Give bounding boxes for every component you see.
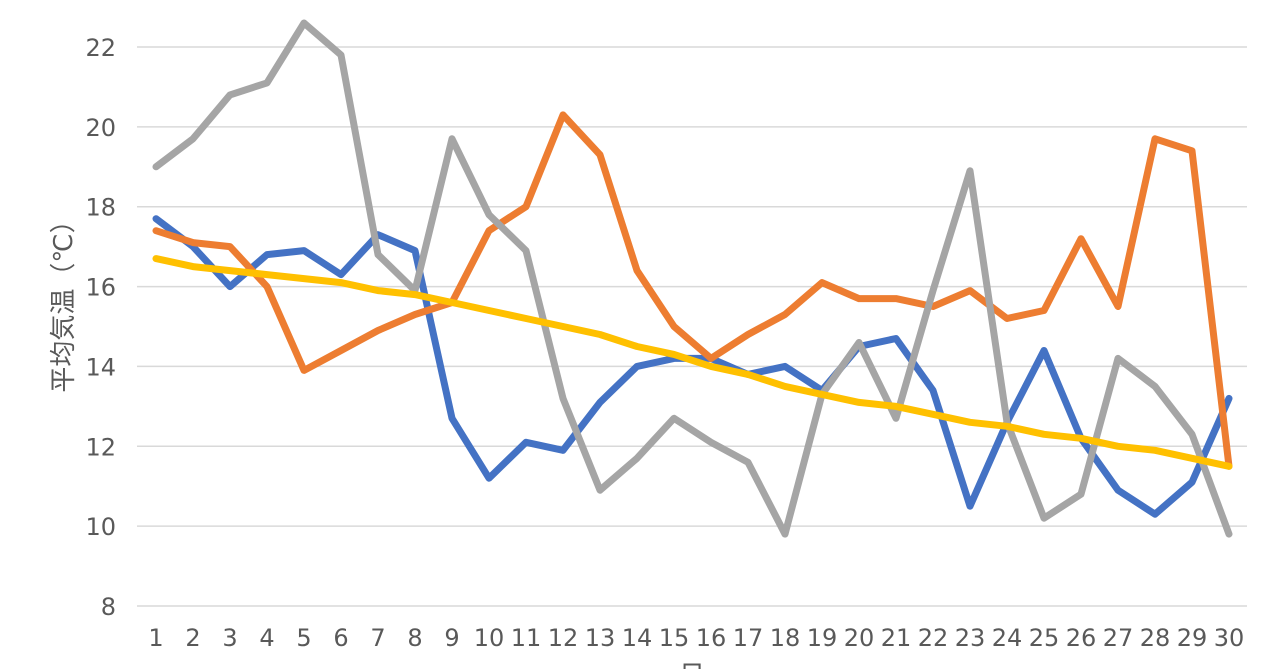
series-line-4 [152,255,1233,470]
x-tick-label: 13 [585,624,616,652]
x-tick-label: 7 [370,624,385,652]
x-tick-label: 28 [1140,624,1171,652]
x-tick-label: 17 [733,624,764,652]
series-line-2 [152,111,1233,470]
x-tick-label: 20 [844,624,875,652]
x-tick-label: 4 [259,624,274,652]
x-tick-label: 22 [918,624,949,652]
y-tick-label: 12 [85,433,116,461]
series-lines [152,19,1233,538]
x-tick-label: 16 [696,624,727,652]
grid-lines [137,46,1247,607]
x-tick-label: 9 [444,624,459,652]
y-tick-label: 18 [85,194,116,222]
y-tick-label: 20 [85,114,116,142]
x-tick-label: 2 [185,624,200,652]
x-tick-label: 29 [1177,624,1208,652]
x-tick-label: 3 [222,624,237,652]
x-tick-label: 26 [1066,624,1097,652]
x-tick-label: 25 [1029,624,1060,652]
y-tick-labels: 8 10 12 14 16 18 20 22 [85,34,116,621]
x-tick-label: 15 [659,624,690,652]
x-tick-label: 10 [474,624,505,652]
x-tick-label: 11 [511,624,542,652]
x-tick-label: 19 [807,624,838,652]
x-tick-label: 1 [148,624,163,652]
x-tick-label: 6 [333,624,348,652]
x-tick-label: 21 [881,624,912,652]
y-tick-label: 14 [85,353,116,381]
x-tick-label: 27 [1103,624,1134,652]
series-line-3 [152,19,1233,538]
y-tick-label: 10 [85,513,116,541]
x-tick-label: 30 [1214,624,1245,652]
x-tick-label: 18 [770,624,801,652]
x-tick-label: 5 [296,624,311,652]
y-tick-label: 8 [101,593,116,621]
x-tick-label: 12 [548,624,579,652]
x-tick-label: 14 [622,624,653,652]
x-tick-label: 8 [407,624,422,652]
y-axis-title: 平均気温（℃） [49,207,79,392]
x-tick-label: 24 [992,624,1023,652]
x-axis-title: 日 [679,661,705,669]
y-tick-label: 22 [85,34,116,62]
x-tick-label: 23 [955,624,986,652]
x-tick-labels: 1 2 3 4 5 6 7 8 9 10 11 12 13 14 15 16 17 18 19 20 21 22 23 24 2… [148,624,1244,652]
y-tick-label: 16 [85,274,116,302]
